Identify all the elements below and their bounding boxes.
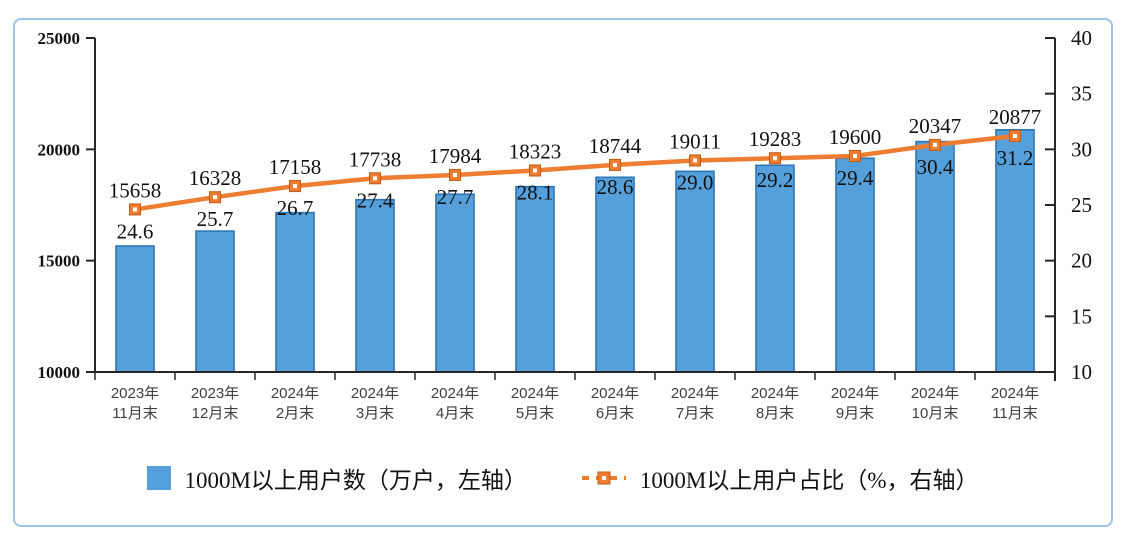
line-marker-center [133,207,137,212]
left-axis-tick-label: 20000 [38,140,81,159]
bar [755,164,795,373]
left-axis-tick-label: 15000 [38,252,81,271]
bar-value-label: 15658 [109,178,162,202]
right-axis-tick-label: 15 [1071,304,1092,328]
line-marker-center [373,176,377,181]
pct-value-label: 31.2 [997,146,1034,170]
right-axis-tick-label: 40 [1071,26,1092,50]
pct-value-label: 29.4 [837,166,874,190]
x-tick-label: 2024年 2月末 [271,385,319,422]
legend-item-line-series: 1000M以上用户占比（%，右轴） [581,461,979,495]
bar-value-label: 19283 [749,127,802,151]
left-axis-tick-label: 25000 [38,29,81,48]
x-tick-label: 2024年 4月末 [431,385,479,422]
legend: 1000M以上用户数（万户，左轴） 1000M以上用户占比（%，右轴） [13,454,1113,502]
bar-value-label: 20347 [909,114,962,138]
line-marker-center [1013,133,1017,138]
pct-value-label: 28.1 [517,180,554,204]
bar [595,176,635,373]
line-marker-center [453,172,457,177]
line-marker-center [533,168,537,173]
bar [515,185,555,373]
x-tick-label: 2024年 7月末 [671,385,719,422]
bar [355,198,395,373]
right-axis-tick-label: 35 [1071,82,1092,106]
line-marker-center [853,154,857,159]
legend-item-bar-series: 1000M以上用户数（万户，左轴） [147,461,527,495]
bar [195,230,235,373]
x-tick-label: 2024年 10月末 [911,385,959,422]
pct-value-label: 25.7 [197,207,234,231]
bar-value-label: 18744 [589,134,642,158]
x-tick-label: 2024年 5月末 [511,385,559,422]
x-tick-label: 2024年 6月末 [591,385,639,422]
right-axis-tick-label: 25 [1071,193,1092,217]
pct-value-label: 30.4 [917,155,954,179]
bar-value-label: 20877 [989,105,1042,129]
line-series-path [134,133,1016,212]
line-marker-center [613,162,617,167]
bar [115,245,155,373]
bar [275,211,315,373]
right-axis-tick-label: 10 [1071,360,1092,384]
x-tick-label: 2023年 12月末 [191,385,239,422]
bar-value-label: 19011 [669,129,721,153]
left-axis-tick-label: 10000 [38,363,81,382]
bar-value-label: 17158 [269,155,322,179]
line-marker-center [773,156,777,161]
line-marker-center [213,195,217,200]
line-marker-center [933,142,937,147]
x-tick-label: 2024年 3月末 [351,385,399,422]
line-marker-center [693,158,697,163]
right-axis-tick-label: 30 [1071,137,1092,161]
bar-value-label: 17738 [349,147,402,171]
bar-series-swatch-icon [147,466,172,490]
x-tick-label: 2024年 11月末 [991,385,1039,422]
pct-value-label: 27.7 [437,185,474,209]
chart-plot: 10000 15000 20000 25000 10 15 20 25 30 35 40 2023年 1… [38,26,1093,422]
bar [435,193,475,373]
bar [835,157,875,373]
pct-value-label: 28.6 [597,175,634,199]
line-series-label: 1000M以上用户占比（%，右轴） [639,468,979,493]
line-series-swatch-icon [581,471,626,485]
x-tick-label: 2024年 8月末 [751,385,799,422]
bar-value-label: 18323 [509,139,562,163]
bar [675,170,715,373]
x-tick-label: 2023年 11月末 [111,385,159,422]
bar-value-label: 16328 [189,166,242,190]
pct-value-label: 27.4 [357,188,394,212]
x-tick-label: 2024年 9月末 [831,385,879,422]
pct-value-label: 26.7 [277,196,314,220]
bar-series-label: 1000M以上用户数（万户，左轴） [184,468,527,493]
pct-value-label: 29.0 [677,170,714,194]
pct-value-label: 29.2 [757,168,794,192]
line-marker-center [293,184,297,189]
bar-value-label: 19600 [829,125,882,149]
right-axis-tick-label: 20 [1071,249,1092,273]
bar-value-label: 17984 [429,144,482,168]
pct-value-label: 24.6 [117,219,154,243]
